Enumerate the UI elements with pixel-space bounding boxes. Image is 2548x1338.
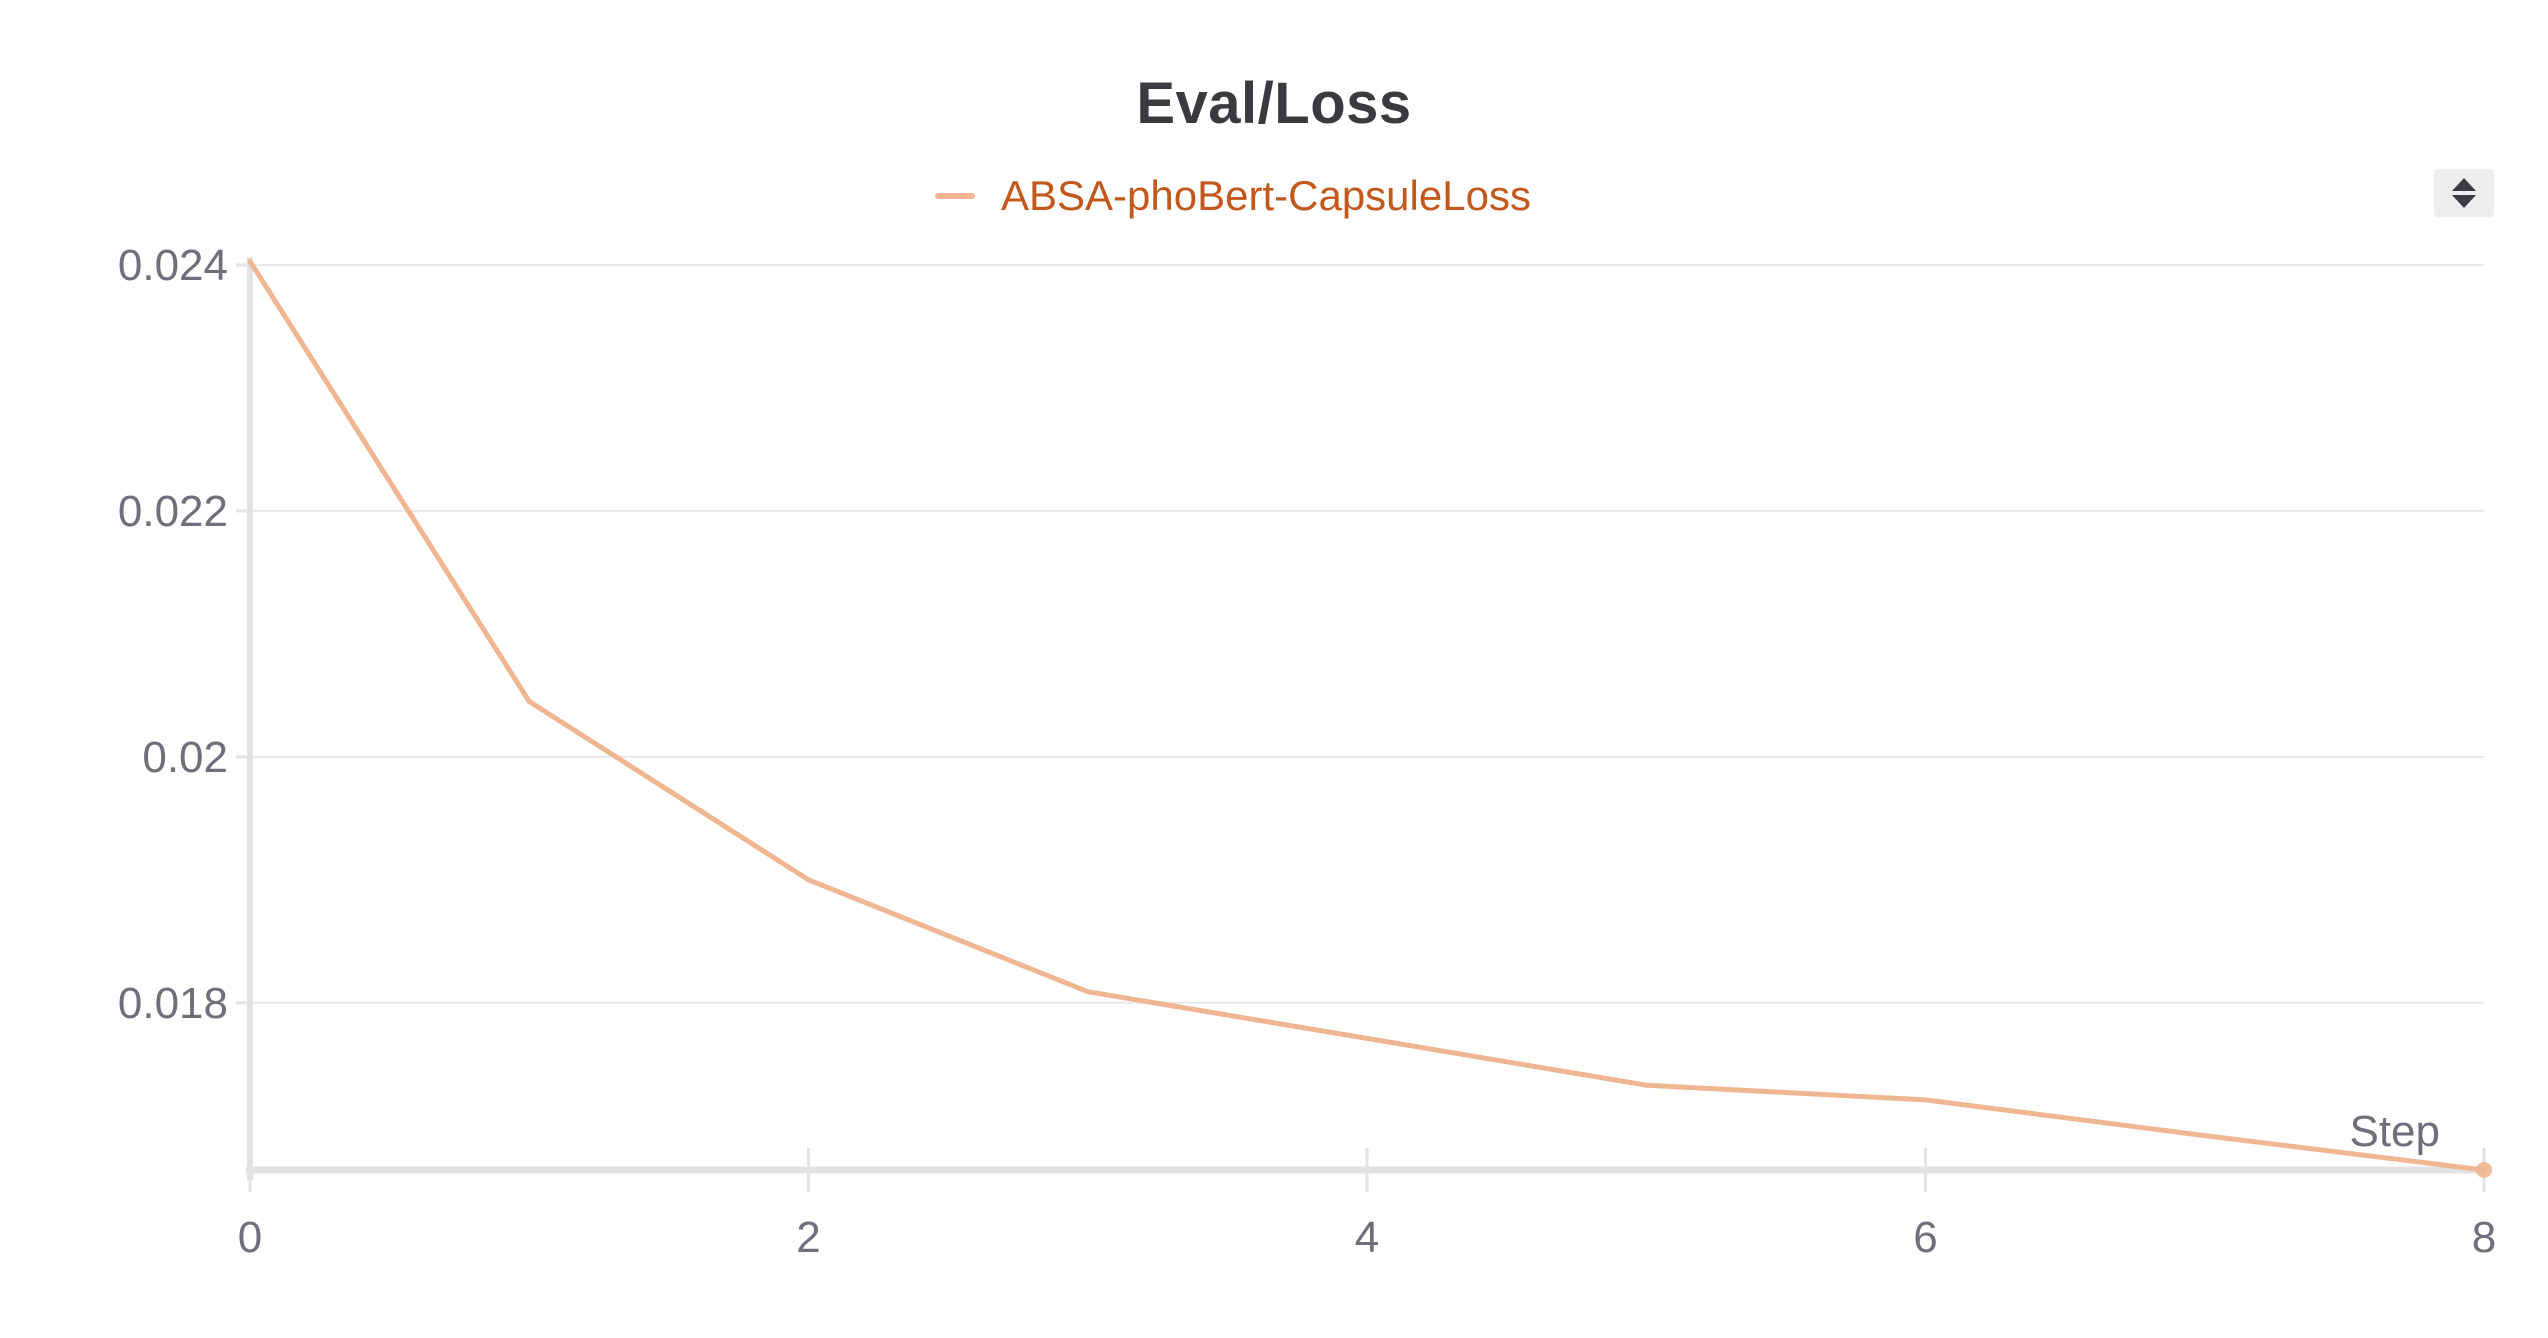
data-point[interactable] bbox=[248, 259, 253, 264]
chart-title: Eval/Loss bbox=[1136, 71, 1412, 136]
data-point[interactable] bbox=[806, 877, 811, 882]
tick-labels: 0.018 0.02 0.022 0.024 0 2 4 6 8 bbox=[118, 241, 2496, 1262]
legend-swatch bbox=[935, 193, 975, 199]
x-tick-label: 8 bbox=[2472, 1213, 2496, 1262]
data-point[interactable] bbox=[1644, 1083, 1649, 1088]
data-point[interactable] bbox=[1085, 989, 1090, 994]
x-tick-label: 6 bbox=[1913, 1213, 1937, 1262]
data-point[interactable] bbox=[1923, 1097, 1928, 1102]
x-tick-label: 2 bbox=[796, 1213, 820, 1262]
x-tick-label: 4 bbox=[1355, 1213, 1379, 1262]
sort-down-icon bbox=[2452, 195, 2476, 208]
y-tick-label: 0.02 bbox=[142, 733, 228, 782]
sort-up-icon bbox=[2452, 178, 2476, 191]
data-point[interactable] bbox=[2202, 1133, 2207, 1138]
y-tick-label: 0.024 bbox=[118, 241, 228, 290]
x-axis-label: Step bbox=[2349, 1107, 2440, 1156]
legend[interactable]: ABSA-phoBert-CapsuleLoss bbox=[935, 168, 1531, 224]
data-point[interactable] bbox=[2476, 1162, 2492, 1178]
legend-label: ABSA-phoBert-CapsuleLoss bbox=[1001, 172, 1531, 219]
y-tick-label: 0.018 bbox=[118, 979, 228, 1028]
grid-lines bbox=[250, 264, 2484, 1004]
series-line[interactable] bbox=[247, 258, 2487, 1173]
y-tick-label: 0.022 bbox=[118, 487, 228, 536]
x-tick-label: 0 bbox=[238, 1213, 262, 1262]
series-layer bbox=[247, 258, 2492, 1178]
data-point[interactable] bbox=[527, 699, 532, 704]
data-point[interactable] bbox=[1365, 1036, 1370, 1041]
sort-up-down-icon[interactable] bbox=[2434, 169, 2494, 217]
axes bbox=[236, 257, 2486, 1192]
